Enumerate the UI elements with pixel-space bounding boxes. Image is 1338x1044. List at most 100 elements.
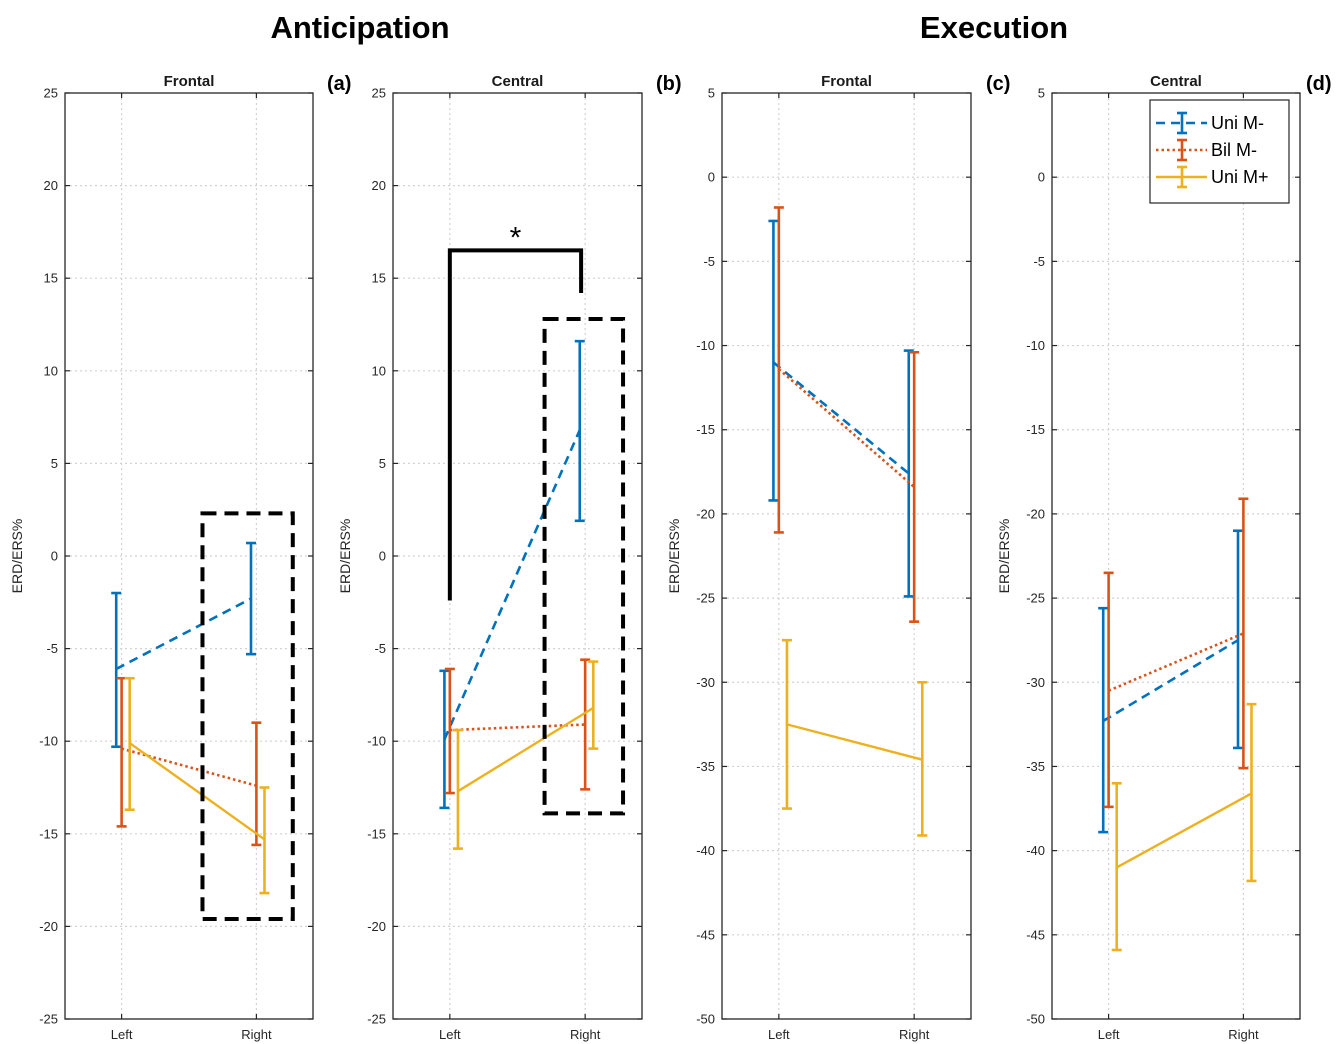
y-tick-label: -20: [1026, 506, 1045, 521]
panel-title: Central: [1150, 73, 1202, 90]
legend: Uni M- Bil M- Uni M+: [1149, 99, 1290, 204]
panels: 25 20 15 10 5 0 -5 -10 -15 -20 -25 Left Right Frontal…: [9, 73, 1332, 1042]
highlight-box: [200, 511, 295, 921]
y-axis-label: ERD/ERS%: [666, 519, 682, 594]
series-line: [1102, 639, 1239, 723]
y-tick-label: -50: [696, 1012, 715, 1027]
y-tick-label: -20: [696, 506, 715, 521]
y-axis-label: ERD/ERS%: [337, 519, 353, 594]
x-tick-label: Left: [439, 1027, 461, 1042]
x-tick-label: Left: [111, 1027, 133, 1042]
y-tick-label: -10: [1026, 338, 1045, 353]
y-tick-label: -30: [696, 675, 715, 690]
series-line: [443, 429, 581, 740]
y-tick-label: -50: [1026, 1012, 1045, 1027]
y-tick-label: -20: [39, 919, 58, 934]
y-tick-label: -35: [696, 759, 715, 774]
y-tick-label: 5: [1038, 86, 1045, 101]
series-uni-m-minus: [439, 339, 585, 810]
series-line: [1116, 792, 1253, 869]
y-tick-label: -40: [1026, 843, 1045, 858]
series-line: [128, 742, 266, 841]
panel-1: 25 20 15 10 5 0 -5 -10 -15 -20 -25 Left Right Frontal…: [9, 73, 351, 1042]
y-tick-label: 10: [44, 363, 58, 378]
y-tick-label: 15: [44, 271, 58, 286]
series-line: [772, 361, 910, 475]
y-tick-label: 5: [379, 456, 386, 471]
y-tick-label: -25: [696, 591, 715, 606]
axes-box: [1051, 92, 1301, 1020]
legend-box: [1149, 99, 1290, 204]
y-tick-label: 25: [44, 86, 58, 101]
y-tick-label: -5: [1033, 254, 1045, 269]
x-tick-label: Left: [1098, 1027, 1120, 1042]
y-tick-label: -15: [367, 826, 386, 841]
anticipation-title: Anticipation: [270, 10, 449, 45]
series-bil-m-minus: [773, 206, 920, 623]
y-tick-label: 25: [372, 86, 386, 101]
y-tick-label: 0: [51, 549, 58, 564]
y-tick-label: -45: [1026, 927, 1045, 942]
series-line: [121, 747, 257, 787]
y-tick-label: -25: [367, 1012, 386, 1027]
y-tick-label: 5: [708, 86, 715, 101]
y-tick-label: -25: [39, 1012, 58, 1027]
legend-label: Uni M-: [1211, 113, 1264, 133]
y-tick-label: -15: [39, 826, 58, 841]
significance-star: *: [510, 221, 522, 254]
y-tick-label: 5: [51, 456, 58, 471]
y-tick-label: -15: [1026, 422, 1045, 437]
y-tick-label: -5: [374, 641, 386, 656]
panel-label: (c): [986, 73, 1010, 95]
series-uni-m-minus: [111, 541, 256, 749]
panel-4: 5 0 -5 -10 -15 -20 -25 -30 -35 -40 -45 -50 Left Right…: [996, 73, 1332, 1042]
legend-label: Bil M-: [1211, 140, 1257, 160]
y-tick-label: 20: [372, 178, 386, 193]
y-tick-label: 15: [372, 271, 386, 286]
series-uni-m-plus: [1111, 702, 1257, 952]
legend-label: Uni M+: [1211, 167, 1269, 187]
x-tick-label: Left: [768, 1027, 790, 1042]
x-tick-label: Right: [241, 1027, 272, 1042]
y-tick-label: -30: [1026, 675, 1045, 690]
panel-label: (b): [656, 73, 682, 95]
series-line: [777, 368, 916, 488]
series-uni-m-plus: [124, 676, 270, 895]
y-tick-label: 20: [44, 178, 58, 193]
y-tick-label: -45: [696, 927, 715, 942]
y-tick-label: -25: [1026, 591, 1045, 606]
series-uni-m-plus: [781, 638, 928, 837]
y-tick-label: -10: [39, 734, 58, 749]
panel-title: Frontal: [164, 73, 215, 90]
y-tick-label: -5: [703, 254, 715, 269]
series-line: [457, 706, 594, 793]
series-line: [786, 723, 923, 761]
panel-2: 25 20 15 10 5 0 -5 -10 -15 -20 -25 Left Right Central…: [337, 73, 682, 1042]
series-bil-m-minus: [444, 658, 591, 795]
y-tick-label: -40: [696, 843, 715, 858]
y-tick-label: -15: [696, 422, 715, 437]
axes-box: [721, 92, 972, 1020]
series-uni-m-plus: [452, 660, 599, 850]
y-tick-label: 10: [372, 363, 386, 378]
y-axis-label: ERD/ERS%: [996, 519, 1012, 594]
series-uni-m-minus: [768, 219, 914, 598]
y-axis-label: ERD/ERS%: [9, 519, 25, 594]
series-line: [1108, 632, 1244, 692]
panel-label: (d): [1306, 73, 1332, 95]
series-bil-m-minus: [116, 676, 262, 847]
y-tick-label: 0: [708, 170, 715, 185]
significance-bracket: [447, 248, 584, 601]
panel-title: Central: [492, 73, 544, 90]
series-line: [449, 723, 586, 732]
x-tick-label: Right: [1228, 1027, 1259, 1042]
y-tick-label: -20: [367, 919, 386, 934]
y-tick-label: 0: [379, 549, 386, 564]
panel-label: (a): [327, 73, 351, 95]
y-tick-label: -5: [46, 641, 58, 656]
y-tick-label: -10: [696, 338, 715, 353]
y-tick-label: -10: [367, 734, 386, 749]
panel-3: 5 0 -5 -10 -15 -20 -25 -30 -35 -40 -45 -50 Left Right…: [666, 73, 1010, 1042]
y-tick-label: 0: [1038, 170, 1045, 185]
